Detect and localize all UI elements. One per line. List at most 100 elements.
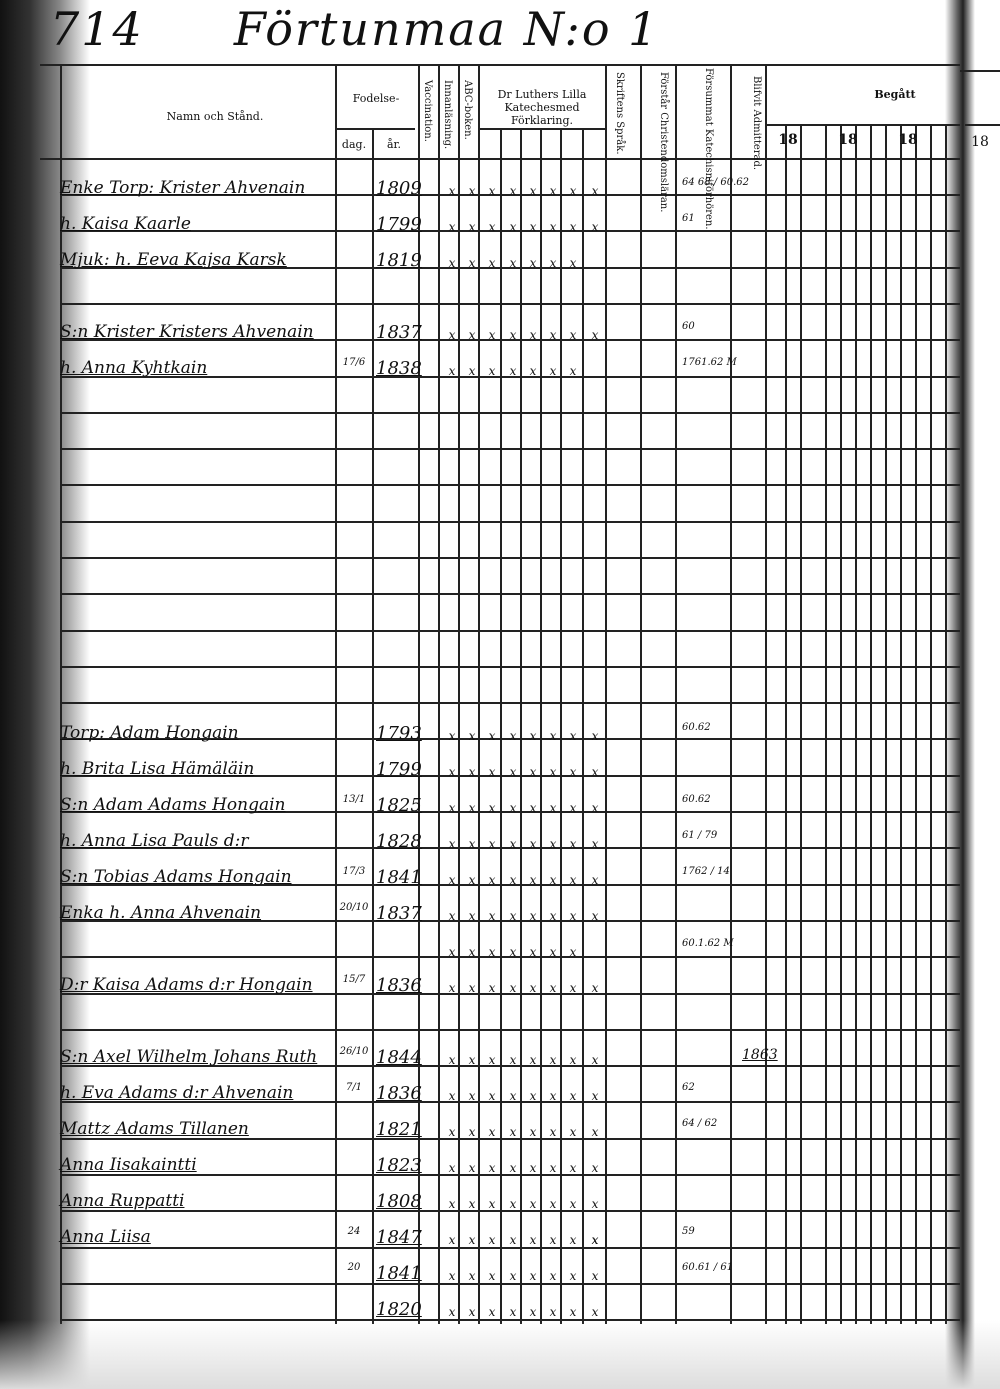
exam-mark: x <box>529 328 537 342</box>
exam-mark: x <box>529 801 537 815</box>
exam-mark: x <box>569 1269 577 1283</box>
entry-note: 62 <box>682 1082 695 1093</box>
exam-mark: x <box>509 1305 517 1319</box>
column-rule <box>640 64 642 1324</box>
exam-mark: x <box>529 945 537 959</box>
exam-mark: x <box>529 1089 537 1103</box>
entry-name: h. Kaisa Kaarle <box>60 214 191 234</box>
column-rule <box>855 124 857 1324</box>
entry-name: S:n Adam Adams Hongain <box>60 795 286 815</box>
exam-mark: x <box>509 765 517 779</box>
exam-mark: x <box>529 909 537 923</box>
exam-mark: x <box>569 909 577 923</box>
exam-mark: x <box>509 945 517 959</box>
exam-mark: x <box>488 1269 496 1283</box>
exam-mark: x <box>448 945 456 959</box>
entry-birth-day: 20/10 <box>339 902 369 913</box>
row-rule <box>60 811 960 813</box>
exam-mark: x <box>529 220 537 234</box>
entry-name: h. Brita Lisa Hämäläin <box>60 759 255 779</box>
entry-birth-year: 1837 <box>376 322 422 343</box>
exam-mark: x <box>509 256 517 270</box>
exam-mark: x <box>448 1161 456 1175</box>
exam-mark: x <box>468 981 476 995</box>
column-rule <box>800 124 802 1324</box>
entry-birth-day: 17/3 <box>342 866 366 877</box>
entry-note: 61 / 79 <box>682 830 718 841</box>
exam-mark: x <box>591 220 599 234</box>
exam-mark: x <box>569 256 577 270</box>
header-year-1: 18 <box>778 132 798 148</box>
entry-birth-year: 1844 <box>376 1047 422 1068</box>
exam-mark: x <box>591 801 599 815</box>
exam-mark: x <box>468 837 476 851</box>
row-rule <box>60 339 960 341</box>
exam-mark: x <box>591 837 599 851</box>
scan-shadow-bottom <box>0 1320 1000 1389</box>
entry-name: S:n Tobias Adams Hongain <box>60 867 292 887</box>
exam-mark: x <box>509 801 517 815</box>
header-day: dag. <box>341 138 367 151</box>
exam-mark: x <box>509 1233 517 1247</box>
exam-mark: x <box>448 1269 456 1283</box>
exam-mark: x <box>468 801 476 815</box>
entry-note: 61 <box>682 213 695 224</box>
entry-note: 60.1.62 M <box>682 938 734 949</box>
entry-name: S:n Axel Wilhelm Johans Ruth <box>60 1047 318 1067</box>
entry-birth-year: 1808 <box>376 1191 422 1212</box>
exam-mark: x <box>448 1197 456 1211</box>
exam-mark: x <box>468 1233 476 1247</box>
column-rule <box>915 124 917 1324</box>
row-rule <box>60 1247 960 1249</box>
row-rule <box>60 775 960 777</box>
exam-mark: x <box>488 765 496 779</box>
exam-mark: x <box>509 1053 517 1067</box>
entry-name: Mattz Adams Tillanen <box>60 1119 249 1139</box>
exam-mark: x <box>549 1233 557 1247</box>
header-understands: Förstår Christendomsläran. <box>658 72 669 213</box>
column-rule <box>945 124 947 1324</box>
exam-mark: x <box>591 1197 599 1211</box>
exam-mark: x <box>509 729 517 743</box>
exam-mark: x <box>591 1053 599 1067</box>
exam-mark: x <box>569 729 577 743</box>
exam-mark: x <box>549 909 557 923</box>
exam-mark: x <box>468 1125 476 1139</box>
exam-mark: x <box>549 945 557 959</box>
column-rule <box>520 128 522 1324</box>
exam-mark: x <box>529 256 537 270</box>
exam-mark: x <box>468 1197 476 1211</box>
entry-birth-year: 1799 <box>376 214 422 235</box>
entry-name: Anna Ruppatti <box>60 1191 185 1211</box>
entry-birth-day: 24 <box>347 1226 361 1237</box>
entry-birth-day: 7/1 <box>345 1082 363 1093</box>
exam-mark: x <box>468 909 476 923</box>
row-rule <box>60 593 960 595</box>
exam-mark: x <box>448 184 456 198</box>
exam-mark: x <box>549 765 557 779</box>
exam-mark: x <box>468 1089 476 1103</box>
row-rule <box>60 1138 960 1140</box>
row-rule <box>60 630 960 632</box>
exam-mark: x <box>549 873 557 887</box>
row-rule <box>60 412 960 414</box>
exam-mark: x <box>509 873 517 887</box>
entry-name: Anna Liisa <box>60 1227 151 1247</box>
column-rule <box>675 64 677 1324</box>
row-rule <box>60 448 960 450</box>
exam-mark: x <box>569 1125 577 1139</box>
exam-mark: x <box>569 801 577 815</box>
entry-birth-year: 1825 <box>376 795 422 816</box>
entry-note: 64 68 / 60.62 <box>682 177 749 188</box>
exam-mark: x <box>488 873 496 887</box>
exam-mark: x <box>549 184 557 198</box>
exam-mark: x <box>488 328 496 342</box>
row-rule <box>60 666 960 668</box>
column-rule <box>60 64 62 1324</box>
row-rule <box>478 128 605 130</box>
exam-mark: x <box>448 1089 456 1103</box>
entry-birth-year: 1841 <box>376 867 422 888</box>
entry-note: 60.62 <box>682 794 711 805</box>
header-name: Namn och Stånd. <box>166 110 264 123</box>
exam-mark: x <box>468 1269 476 1283</box>
